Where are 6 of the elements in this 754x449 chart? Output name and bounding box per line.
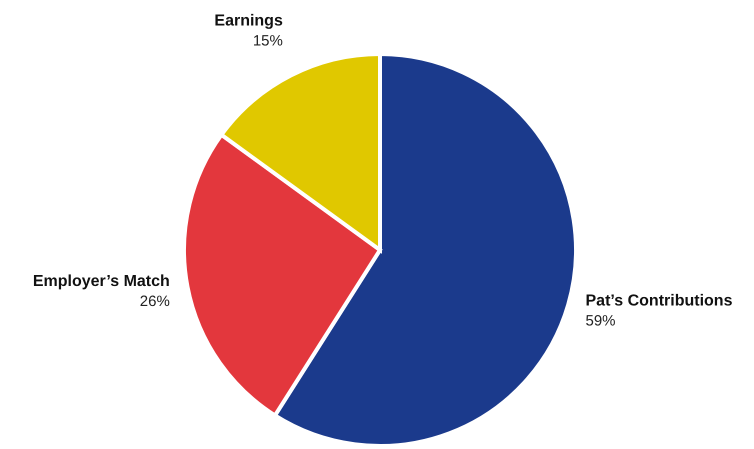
data-label: 15% [252, 32, 283, 50]
slice-label: Employer’s Match [32, 273, 170, 290]
data-label: 59% [586, 312, 616, 330]
slice-label: Pat’s Contributions [586, 292, 733, 310]
slice-label: Earnings [214, 12, 283, 30]
data-label: 26% [140, 293, 170, 310]
